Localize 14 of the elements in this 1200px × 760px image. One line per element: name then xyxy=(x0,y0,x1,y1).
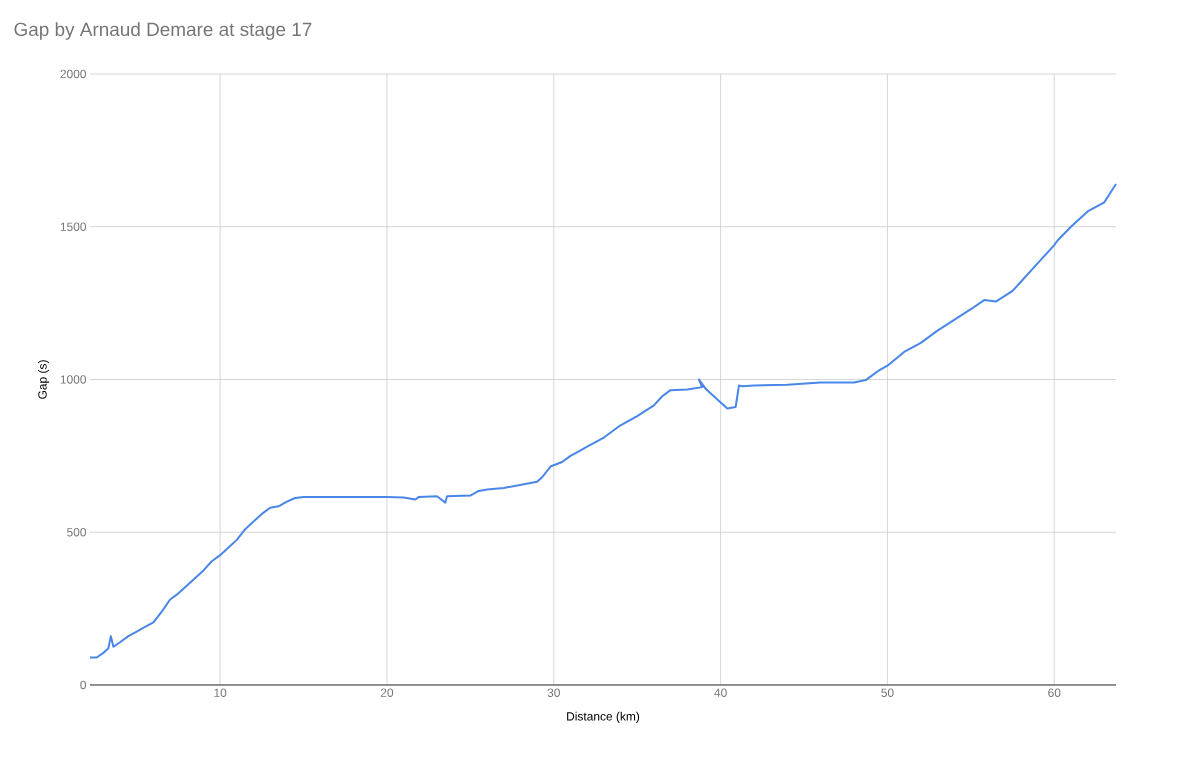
x-tick-label: 60 xyxy=(1048,688,1061,697)
x-tick-label: 50 xyxy=(881,688,894,697)
y-tick-label: 2000 xyxy=(60,69,87,79)
x-tick-label: 20 xyxy=(380,688,394,697)
y-tick-label: 1500 xyxy=(60,222,87,231)
x-tick-label: 40 xyxy=(714,688,727,697)
y-tick-label: 0 xyxy=(80,680,87,690)
x-tick-label: 30 xyxy=(547,688,560,697)
y-axis-title: Gap (s) xyxy=(37,360,50,399)
chart-title: Gap by Arnaud Demare at stage 17 xyxy=(14,22,312,40)
y-tick-label: 500 xyxy=(67,528,87,537)
x-tick-label: 10 xyxy=(214,688,227,697)
x-axis-title: Distance (km) xyxy=(567,711,640,723)
y-tick-label: 1000 xyxy=(60,375,87,384)
